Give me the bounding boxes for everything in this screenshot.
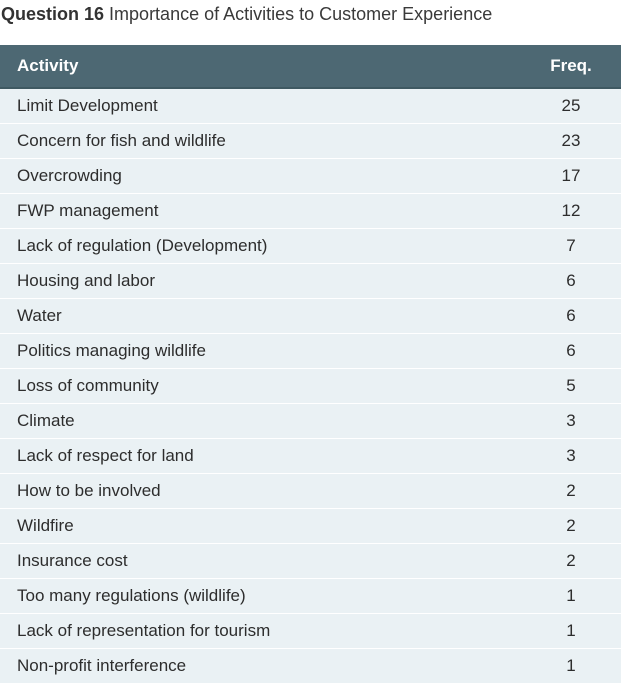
freq-cell: 6	[566, 271, 576, 290]
table-row: Concern for fish and wildlife 23	[0, 124, 621, 159]
activity-cell: FWP management	[17, 201, 159, 220]
table-row: Lack of representation for tourism 1	[0, 614, 621, 649]
freq-cell: 5	[566, 376, 576, 395]
question-number: Question 16	[1, 4, 105, 24]
freq-cell: 1	[566, 586, 576, 605]
freq-cell: 2	[566, 516, 576, 535]
page-title: Question 16 Importance of Activities to …	[1, 3, 492, 25]
table-body: Limit Development 25 Concern for fish and …	[0, 89, 621, 684]
table-row: Insurance cost 2	[0, 544, 621, 579]
activity-cell: Insurance cost	[17, 551, 128, 570]
activity-cell: Loss of community	[17, 376, 159, 395]
table-row: Limit Development 25	[0, 89, 621, 124]
table-row: How to be involved 2	[0, 474, 621, 509]
table-row: Loss of community 5	[0, 369, 621, 404]
table-row: Lack of regulation (Development) 7	[0, 229, 621, 264]
table-row: Water 6	[0, 299, 621, 334]
table-row: FWP management 12	[0, 194, 621, 229]
table-row: Lack of respect for land 3	[0, 439, 621, 474]
freq-cell: 25	[561, 96, 581, 115]
table-row: Non-profit interference 1	[0, 649, 621, 684]
activity-cell: Politics managing wildlife	[17, 341, 206, 360]
freq-cell: 6	[566, 306, 576, 325]
freq-cell: 1	[566, 621, 576, 640]
frequency-table: Activity Freq. Limit Development 25 Concer…	[0, 45, 621, 684]
table-row: Politics managing wildlife 6	[0, 334, 621, 369]
activity-cell: Non-profit interference	[17, 656, 187, 675]
freq-cell: 3	[566, 446, 576, 465]
freq-cell: 1	[566, 656, 576, 675]
table-row: Too many regulations (wildlife) 1	[0, 579, 621, 614]
freq-cell: 23	[561, 131, 581, 150]
table-row: Housing and labor 6	[0, 264, 621, 299]
header-freq: Freq.	[550, 56, 592, 75]
activity-cell: Wildfire	[17, 516, 74, 535]
activity-cell: Climate	[17, 411, 75, 430]
activity-cell: How to be involved	[17, 481, 161, 500]
freq-cell: 6	[566, 341, 576, 360]
activity-cell: Concern for fish and wildlife	[17, 131, 226, 150]
freq-cell: 2	[566, 481, 576, 500]
activity-cell: Lack of representation for tourism	[17, 621, 271, 640]
activity-cell: Housing and labor	[17, 271, 155, 290]
table-row: Climate 3	[0, 404, 621, 439]
table-row: Overcrowding 17	[0, 159, 621, 194]
freq-cell: 7	[566, 236, 576, 255]
freq-cell: 17	[561, 166, 581, 185]
freq-cell: 12	[561, 201, 581, 220]
freq-cell: 3	[566, 411, 576, 430]
freq-cell: 2	[566, 551, 576, 570]
activity-cell: Lack of respect for land	[17, 446, 194, 465]
activity-cell: Too many regulations (wildlife)	[17, 586, 246, 605]
activity-cell: Lack of regulation (Development)	[17, 236, 268, 255]
activity-cell: Overcrowding	[17, 166, 122, 185]
question-text: Importance of Activities to Customer Exp…	[109, 4, 493, 24]
activity-cell: Limit Development	[17, 96, 158, 115]
table-row: Wildfire 2	[0, 509, 621, 544]
header-activity: Activity	[17, 56, 79, 75]
activity-cell: Water	[17, 306, 62, 325]
table-header: Activity Freq.	[0, 45, 621, 89]
